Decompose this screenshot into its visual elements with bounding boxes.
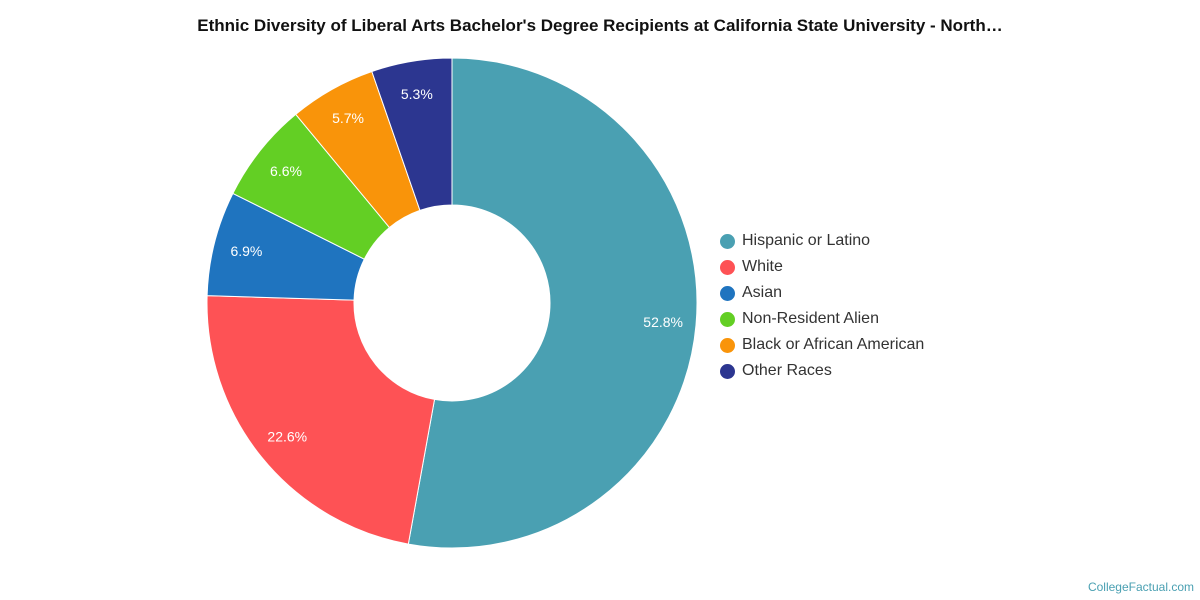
slice-label-1: 22.6%: [267, 428, 307, 444]
legend-label-5: Other Races: [742, 362, 832, 379]
legend-label-3: Non-Resident Alien: [742, 310, 879, 327]
slice-label-4: 5.7%: [332, 110, 364, 126]
slice-0[interactable]: [407, 57, 698, 549]
legend-label-1: White: [742, 258, 783, 275]
slice-1[interactable]: [206, 295, 436, 545]
legend-item-0[interactable]: Hispanic or Latino: [720, 228, 924, 254]
legend-item-4[interactable]: Black or African American: [720, 332, 924, 358]
watermark-text: CollegeFactual.com: [1087, 580, 1194, 594]
legend-label-0: Hispanic or Latino: [742, 232, 871, 249]
slice-label-5: 5.3%: [401, 86, 433, 102]
slice-label-2: 6.9%: [230, 243, 262, 259]
slice-5[interactable]: [371, 57, 453, 212]
legend-label-4: Black or African American: [742, 336, 925, 353]
legend-swatch-3: [720, 311, 735, 327]
chart-title: Ethnic Diversity of Liberal Arts Bachelo…: [197, 16, 1003, 35]
legend-item-2[interactable]: Asian: [720, 280, 924, 306]
legend-swatch-5: [720, 363, 735, 379]
legend-item-1[interactable]: White: [720, 254, 924, 280]
legend-swatch-1: [720, 259, 735, 275]
slice-label-3: 6.6%: [270, 163, 302, 179]
legend-swatch-4: [720, 337, 735, 353]
legend-item-5[interactable]: Other Races: [720, 358, 924, 384]
legend-swatch-0: [720, 233, 735, 249]
chart-legend: Hispanic or Latino White Asian Non-Resident…: [720, 228, 924, 384]
legend-item-3[interactable]: Non-Resident Alien: [720, 306, 924, 332]
legend-swatch-2: [720, 285, 735, 301]
slice-label-0: 52.8%: [643, 314, 683, 330]
legend-label-2: Asian: [742, 284, 783, 301]
